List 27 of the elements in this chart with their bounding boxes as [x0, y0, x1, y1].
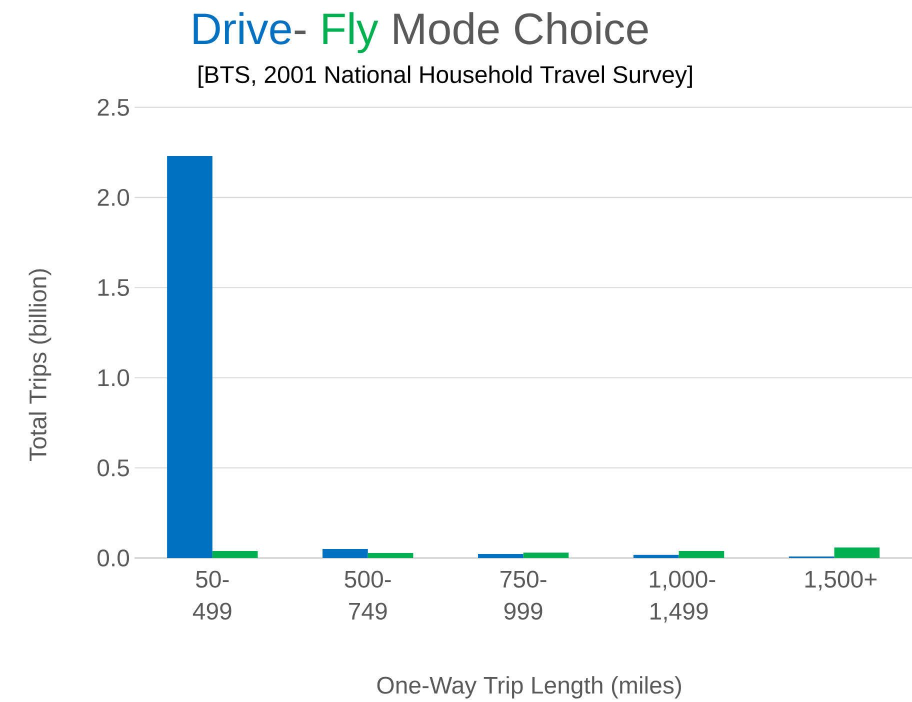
x-axis-title: One-Way Trip Length (miles)	[377, 676, 681, 699]
text: Drive	[194, 12, 291, 44]
bar	[322, 548, 368, 558]
bar	[212, 550, 258, 558]
bar	[678, 550, 724, 558]
bar	[523, 552, 569, 558]
y-tick-label: 0.5	[98, 459, 129, 476]
x-tick-label: 1,000-1,499	[650, 570, 716, 623]
chart-subtitle: [BTS, 2001 National Household Travel Survey]	[198, 65, 692, 88]
x-tick-label: 50-499	[192, 570, 232, 620]
bar	[834, 548, 880, 558]
y-tick-label: 0.0	[98, 549, 130, 566]
bar	[478, 554, 524, 558]
y-tick-label: 2.5	[98, 98, 129, 116]
text: -	[294, 30, 306, 34]
x-tick-label: 750-999	[500, 570, 546, 620]
y-tick-label: 1.5	[98, 279, 129, 296]
y-axis-title: Total Trips (billion)	[28, 269, 52, 462]
y-tick-label: 2.0	[98, 188, 130, 206]
chart-title: Mode Choice	[394, 12, 648, 44]
text: Fly	[323, 12, 378, 54]
bar	[633, 554, 679, 558]
y-tick-label: 1.0	[98, 369, 130, 386]
bar	[167, 156, 212, 558]
x-tick-label: 1,500+	[805, 570, 876, 591]
bar	[368, 552, 414, 558]
x-tick-label: 500-749	[344, 570, 391, 620]
